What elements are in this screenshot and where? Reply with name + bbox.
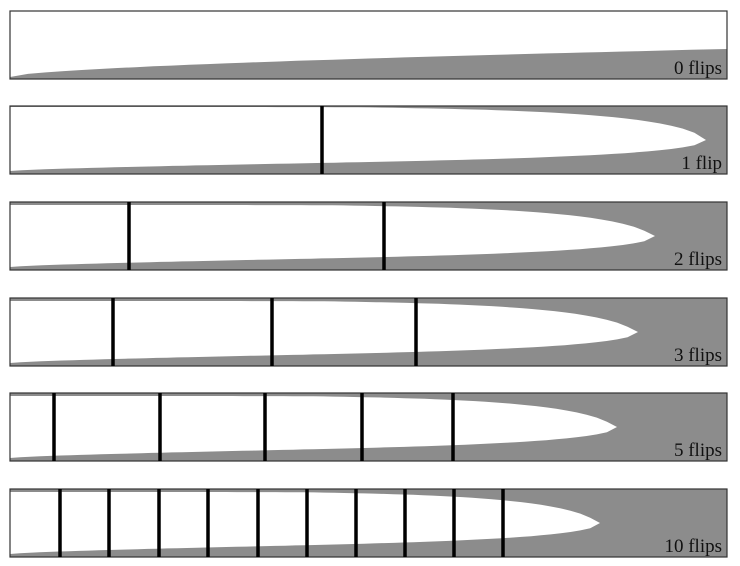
panel-label: 10 flips <box>664 536 722 557</box>
panel-1-flip: 1 flip <box>9 105 728 175</box>
flip-lines <box>127 202 386 270</box>
gray-fill-region <box>10 49 727 79</box>
panel-label: 0 flips <box>674 58 722 79</box>
panel-border <box>9 297 728 367</box>
panel-3-flips: 3 flips <box>9 297 728 367</box>
flip-lines <box>58 489 505 557</box>
gray-fill-region <box>10 298 727 366</box>
flip-lines <box>52 393 455 461</box>
gray-fill-region <box>10 106 727 174</box>
gray-fill-region <box>10 202 727 270</box>
panel-border <box>9 201 728 271</box>
gray-fill-region <box>10 393 727 461</box>
panel-label: 3 flips <box>674 345 722 366</box>
gray-fill-region <box>10 489 727 557</box>
panel-label: 2 flips <box>674 249 722 270</box>
panel-border <box>9 392 728 462</box>
panel-label: 1 flip <box>681 153 722 174</box>
panel-border <box>9 10 728 80</box>
flip-lines <box>111 298 418 366</box>
panel-label: 5 flips <box>674 440 722 461</box>
panel-10-flips: 10 flips <box>9 488 728 558</box>
panel-5-flips: 5 flips <box>9 392 728 462</box>
panel-border <box>9 105 728 175</box>
panel-2-flips: 2 flips <box>9 201 728 271</box>
panel-0-flips: 0 flips <box>9 10 728 80</box>
panel-border <box>9 488 728 558</box>
